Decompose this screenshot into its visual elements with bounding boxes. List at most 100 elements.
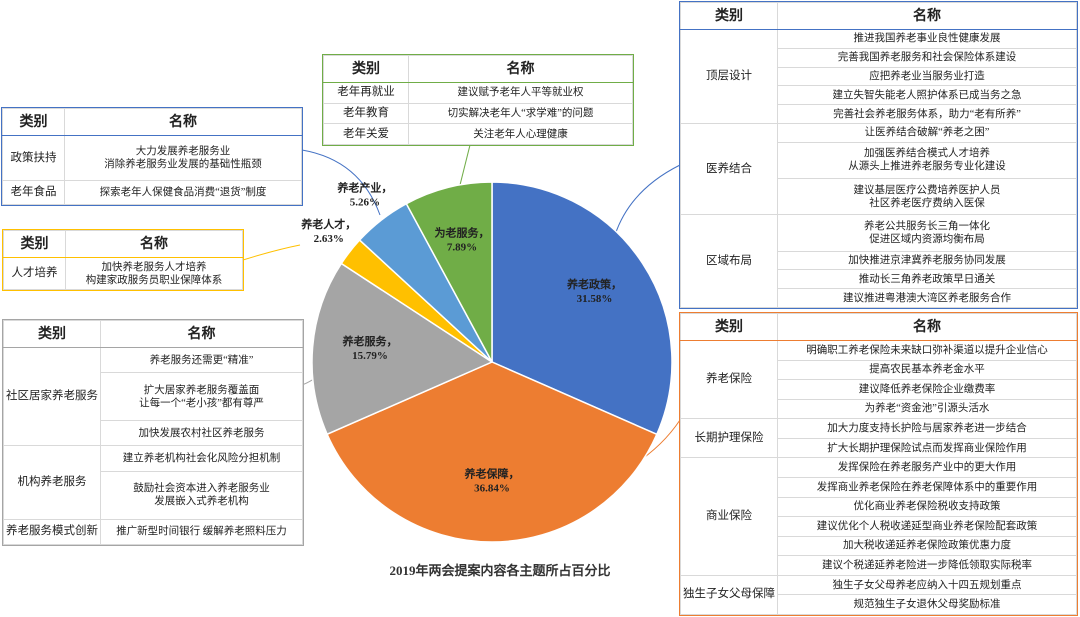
item-cell: 探索老年人保健食品消费“退货”制度: [64, 180, 302, 205]
table-row: 养老保险 明确职工养老保险未来缺口弥补渠道以提升企业信心: [680, 339, 1077, 420]
table-row: 长期护理保险 加大力度支持长护险与居家养老进一步结合: [680, 418, 1077, 459]
pie-slice: [311, 262, 494, 436]
item-cell: 建议个税递延养老险进一步降低领取实际税率: [777, 555, 1077, 576]
header-row: 类别 名称: [2, 108, 302, 136]
info-table: 类别 名称 顶层设计 推进我国养老事业良性健康发展 完善我国养老服务和社会保险体系建设应…: [679, 1, 1078, 309]
table-row: 养老服务模式创新 推广新型时间银行 缓解养老照料压力: [3, 518, 303, 546]
table-row: 扩大居家养老服务覆盖面 让每一个“老小孩”都有尊严: [4, 372, 303, 422]
category-cell: 养老服务模式创新: [3, 518, 101, 546]
item-cell: 发挥保险在养老服务产业中的更大作用: [777, 457, 1077, 478]
header-row: 类别 名称: [3, 320, 303, 348]
category-cell: 社区居家养老服务: [3, 346, 101, 447]
item-cell: 规范独生子女退休父母奖励标准: [777, 594, 1077, 615]
item-cell: 完善社会养老服务体系，助力“老有所养”: [777, 104, 1077, 124]
slice-category: 养老产业，: [336, 181, 392, 195]
chart-title: 2019年两会提案内容各主题所占百分比: [389, 563, 610, 578]
slice-value: 31.58%: [577, 293, 613, 305]
info-table: 类别 名称 老年再就业 建议赋予老年人平等就业权 老年教育 切实解决老年人“求学难”的问题…: [322, 54, 634, 146]
header-row: 类别 名称: [3, 230, 243, 258]
slice-value: 15.79%: [352, 350, 388, 362]
table-row: 政策扶持 大力发展养老服务业 消除养老服务业发展的基础性瓶颈: [2, 134, 302, 182]
item-cell: 应把养老业当服务业打造: [777, 66, 1077, 87]
header-cell: 类别: [3, 320, 101, 348]
item-cell: 完善我国养老服务和社会保险体系建设: [777, 47, 1077, 68]
table-row: 鼓励社会资本进入养老服务业 发展嵌入式养老机构: [4, 470, 303, 520]
header-cell: 名称: [777, 2, 1077, 30]
item-cell: 推动长三角养老政策早日通关: [777, 269, 1077, 290]
item-cell: 扩大居家养老服务覆盖面 让每一个“老小孩”都有尊严: [100, 372, 303, 422]
table-row: 机构养老服务 建立养老机构社会化风险分担机制: [3, 445, 303, 520]
item-cell: 建议推进粤港澳大湾区养老服务合作: [777, 288, 1077, 308]
category-cell: 独生子女父母保障: [680, 574, 778, 616]
pie-slice: [405, 181, 493, 363]
item-cell: 让医养结合破解“养老之困”: [777, 122, 1077, 143]
connector: [459, 144, 471, 186]
slice-label: 为老服务， 7.89%: [434, 225, 489, 253]
category-cell: 政策扶持: [2, 134, 65, 182]
item-cell: 建立失智失能老人照护体系已成当务之急: [777, 85, 1077, 106]
category-cell: 老年教育: [323, 102, 409, 125]
item-cell: 为养老“资金池”引源头活水: [777, 398, 1077, 420]
table-row: 规范独生子女退休父母奖励标准: [681, 594, 1077, 615]
info-table: 类别 名称 养老保险 明确职工养老保险未来缺口弥补渠道以提升企业信心 提高农民基本养老金…: [679, 312, 1078, 616]
item-cell: 优化商业养老保险税收支持政策: [777, 496, 1077, 518]
category-cell: 人才培养: [3, 257, 66, 290]
connector: [301, 149, 381, 216]
info-table: 类别 名称 政策扶持 大力发展养老服务业 消除养老服务业发展的基础性瓶颈 老年食品 探索老…: [1, 107, 303, 206]
category-cell: 机构养老服务: [3, 445, 101, 520]
connector: [614, 164, 681, 236]
item-cell: 建议优化个人税收递延型商业养老保险配套政策: [777, 516, 1077, 537]
slice-value: 2.63%: [314, 233, 344, 245]
slice-label: 养老保障， 36.84%: [463, 466, 519, 494]
table-row: 老年教育 切实解决老年人“求学难”的问题: [323, 102, 633, 125]
header-cell: 类别: [3, 230, 66, 258]
table-row: 独生子女父母保障 独生子女父母养老应纳入十四五规划重点: [680, 574, 1077, 616]
item-cell: 养老公共服务长三角一体化 促进区域内资源均衡布局: [777, 214, 1077, 252]
slice-category: 养老人才，: [300, 217, 356, 231]
item-cell: 加快养老服务人才培养 构建家政服务员职业保障体系: [65, 257, 243, 290]
item-cell: 鼓励社会资本进入养老服务业 发展嵌入式养老机构: [100, 470, 303, 520]
category-cell: 长期护理保险: [680, 418, 778, 459]
category-cell: 医养结合: [680, 122, 778, 216]
item-cell: 加大力度支持长护险与居家养老进一步结合: [777, 418, 1077, 439]
item-cell: 建立养老机构社会化风险分担机制: [100, 445, 303, 472]
slice-value: 5.26%: [350, 197, 380, 209]
item-cell: 独生子女父母养老应纳入十四五规划重点: [777, 574, 1077, 596]
slice-label: 养老政策， 31.58%: [566, 277, 622, 305]
item-cell: 明确职工养老保险未来缺口弥补渠道以提升企业信心: [777, 340, 1077, 361]
slice-value: 36.84%: [474, 482, 510, 494]
slice-label: 养老人才， 2.63%: [300, 217, 356, 245]
table-row: 顶层设计 推进我国养老事业良性健康发展: [680, 29, 1077, 124]
category-cell: 养老保险: [680, 339, 778, 420]
table-row: 老年关爱 关注老年人心理健康: [323, 123, 633, 145]
table-row: 医养结合 让医养结合破解“养老之困”: [680, 122, 1077, 216]
table-row: 人才培养 加快养老服务人才培养 构建家政服务员职业保障体系: [3, 257, 243, 290]
table-row: 区域布局 养老公共服务长三角一体化 促进区域内资源均衡布局: [680, 214, 1077, 308]
header-cell: 名称: [64, 108, 302, 136]
slice-category: 为老服务，: [434, 225, 489, 239]
slice-category: 养老政策，: [566, 277, 622, 291]
table-row: 社区居家养老服务 养老服务还需更“精准”: [3, 346, 303, 447]
table-row: 老年再就业 建议赋予老年人平等就业权: [323, 82, 633, 104]
slice-label: 养老服务， 15.79%: [342, 334, 398, 362]
header-cell: 名称: [65, 230, 243, 258]
item-cell: 加快推进京津冀养老服务协同发展: [777, 250, 1077, 271]
item-cell: 切实解决老年人“求学难”的问题: [408, 102, 633, 125]
category-cell: 区域布局: [680, 214, 778, 308]
item-cell: 提高农民基本养老金水平: [777, 359, 1077, 381]
slice-category: 养老保障，: [463, 466, 519, 480]
pie-slice: [326, 361, 658, 543]
slice-label: 养老产业， 5.26%: [336, 181, 392, 209]
slice-category: 养老服务，: [342, 334, 398, 348]
category-cell: 老年关爱: [323, 123, 409, 145]
item-cell: 推进我国养老事业良性健康发展: [777, 29, 1077, 49]
item-cell: 建议基层医疗公费培养医护人员 社区养老医疗费纳入医保: [777, 178, 1077, 216]
item-cell: 建议赋予老年人平等就业权: [408, 82, 633, 104]
slices: [311, 181, 673, 543]
item-cell: 建议降低养老保险企业缴费率: [777, 379, 1077, 400]
connector: [242, 244, 301, 261]
header-cell: 名称: [100, 320, 303, 348]
category-cell: 顶层设计: [680, 29, 778, 124]
